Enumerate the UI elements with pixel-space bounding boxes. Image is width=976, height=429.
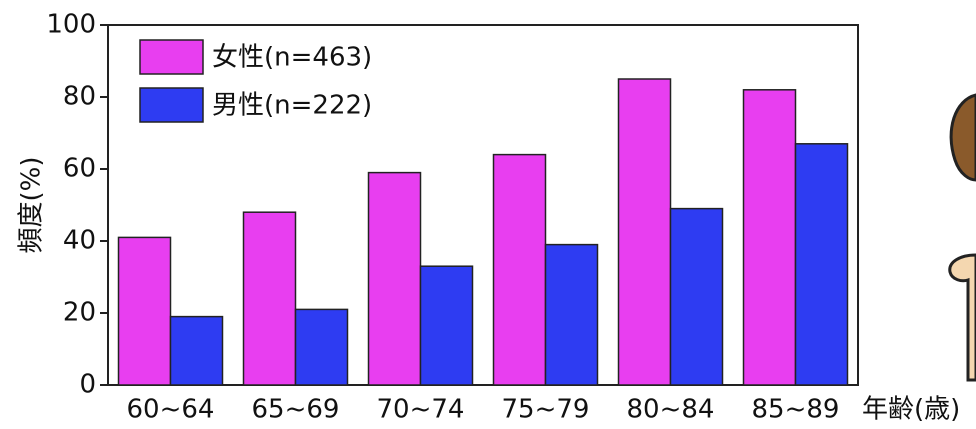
bar xyxy=(671,209,723,385)
bar xyxy=(546,245,598,385)
legend-swatch xyxy=(140,40,203,74)
x-tick-label: 75~79 xyxy=(502,395,590,425)
y-tick-label: 80 xyxy=(63,82,96,112)
x-axis-label: 年齢(歳) xyxy=(862,395,960,425)
x-tick-label: 85~89 xyxy=(752,395,840,425)
y-tick-label: 20 xyxy=(63,298,96,328)
y-tick-label: 40 xyxy=(63,226,96,256)
bar xyxy=(171,317,223,385)
cartoon xyxy=(950,95,976,380)
x-tick-label: 65~69 xyxy=(252,395,340,425)
chart: 頻度(%) 年齢(歳) 0 20 40 60 80 100 60~64 65~69 70~74 7… xyxy=(0,0,976,429)
x-tick-label: 60~64 xyxy=(127,395,215,425)
legend-label: 女性(n=463) xyxy=(212,43,372,73)
y-tick-label: 60 xyxy=(63,154,96,184)
bar xyxy=(421,266,473,385)
y-tick-label: 100 xyxy=(46,10,96,40)
bar xyxy=(494,155,546,385)
legend-label: 男性(n=222) xyxy=(212,91,372,121)
y-tick-label: 0 xyxy=(79,370,96,400)
y-axis-label: 頻度(%) xyxy=(17,157,47,254)
bar xyxy=(244,212,296,385)
x-tick-label: 80~84 xyxy=(627,395,715,425)
x-tick-label: 70~74 xyxy=(377,395,465,425)
bar xyxy=(296,309,348,385)
bar xyxy=(619,79,671,385)
bar xyxy=(369,173,421,385)
bar xyxy=(119,237,171,385)
bar xyxy=(796,144,848,385)
legend-swatch xyxy=(140,88,203,122)
bar xyxy=(744,90,796,385)
